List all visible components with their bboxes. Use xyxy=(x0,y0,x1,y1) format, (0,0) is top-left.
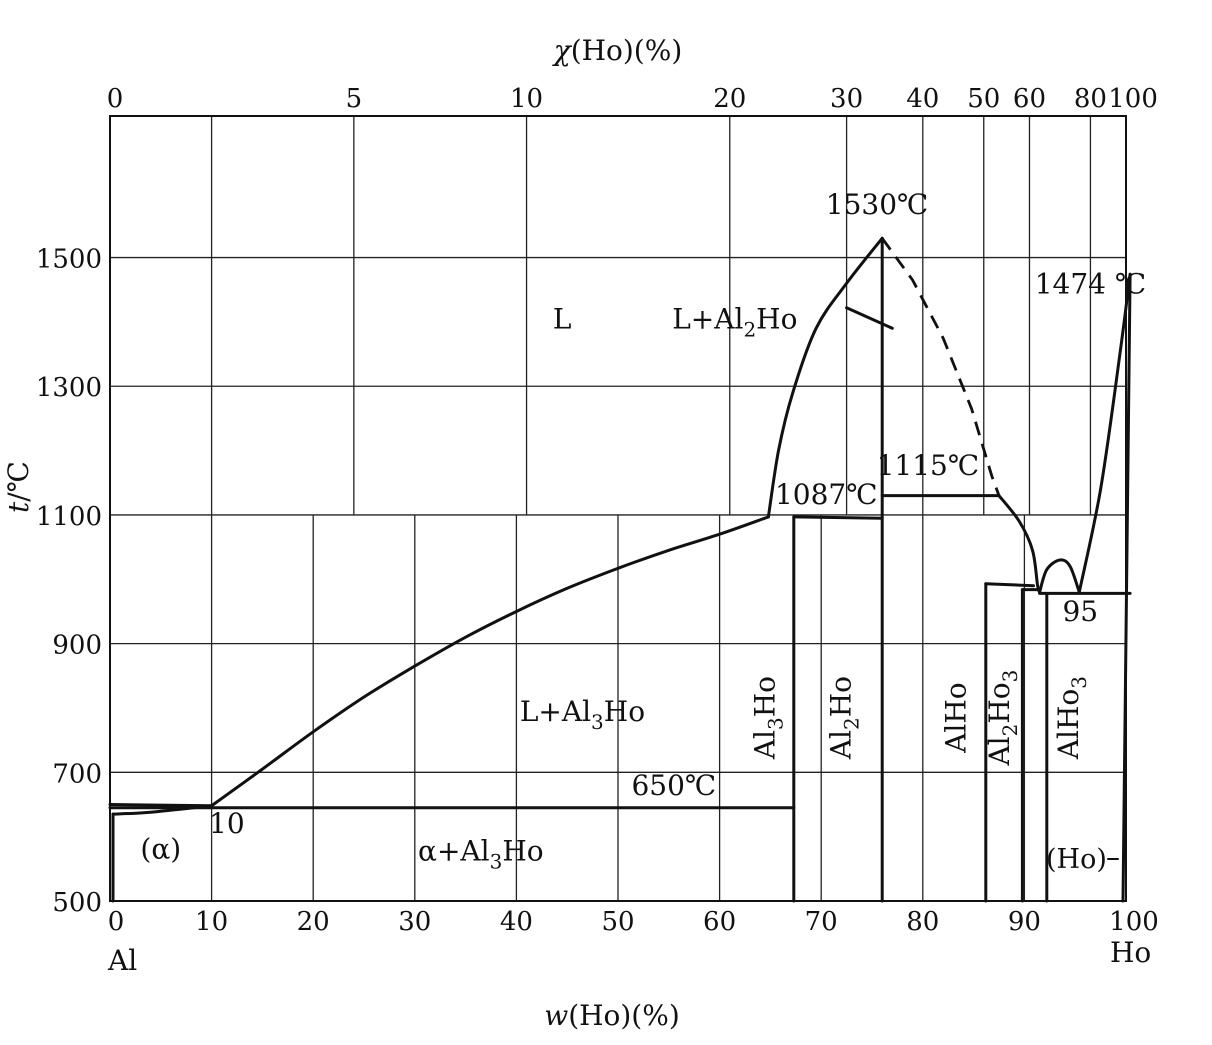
plot-frame xyxy=(109,115,1127,902)
top-tick-label: 20 xyxy=(713,84,746,114)
x-tick-label: 80 xyxy=(906,907,939,937)
annotation-label: 650℃ xyxy=(631,769,716,802)
phase-region-label: L+Al3Ho xyxy=(520,695,645,734)
compound-label: AlHo xyxy=(940,682,973,753)
top-tick-label: 100 xyxy=(1108,84,1158,114)
x-tick-label: 90 xyxy=(1008,907,1041,937)
top-tick-label: 50 xyxy=(967,84,1000,114)
top-axis-title: χ(Ho)(%) xyxy=(552,34,683,67)
compound-label: Al2Ho xyxy=(825,676,864,760)
ho-solid-solution-label: (Ho) xyxy=(1046,844,1107,875)
y-tick-label: 700 xyxy=(52,759,102,789)
x-tick-label: 40 xyxy=(500,907,533,937)
x-tick-label: 30 xyxy=(398,907,431,937)
y-tick-label: 500 xyxy=(52,888,102,918)
annotation-label: (α) xyxy=(140,833,181,866)
phase-boundary xyxy=(792,515,884,520)
right-element-label: Ho xyxy=(1110,936,1151,969)
top-tick-label: 40 xyxy=(906,84,939,114)
grid-lines xyxy=(110,116,1126,901)
compound-label: Al2Ho3 xyxy=(983,670,1022,767)
phase-region-label: α+Al3Ho xyxy=(418,834,544,873)
compound-label: AlHo3 xyxy=(1052,676,1091,760)
phase-boundary xyxy=(845,306,894,330)
y-tick-label: 1500 xyxy=(36,245,102,275)
phase-boundary xyxy=(1038,558,1081,594)
y-tick-label: 1100 xyxy=(36,502,102,532)
annotation-label: 95 xyxy=(1062,595,1098,628)
top-tick-label: 10 xyxy=(510,84,543,114)
top-tick-label: 0 xyxy=(107,84,124,114)
x-tick-label: 50 xyxy=(601,907,634,937)
bottom-axis-title: w(Ho)(%) xyxy=(544,999,680,1032)
annotation-label: 1087℃ xyxy=(775,478,878,511)
annotation-label: 1474 ℃ xyxy=(1035,268,1146,301)
y-axis-title: t/℃ xyxy=(2,461,35,513)
top-tick-label: 80 xyxy=(1074,84,1107,114)
annotation-label: 10 xyxy=(209,807,245,840)
x-tick-label: 100 xyxy=(1109,907,1159,937)
annotation-label: L xyxy=(553,302,572,335)
phase-boundary xyxy=(210,515,770,808)
annotation-label: 1530℃ xyxy=(826,188,929,221)
phase-boundary xyxy=(984,582,1035,588)
y-tick-label: 900 xyxy=(52,631,102,661)
y-tick-label: 1300 xyxy=(36,373,102,403)
top-tick-label: 5 xyxy=(346,84,363,114)
x-tick-label: 70 xyxy=(805,907,838,937)
x-tick-label: 60 xyxy=(703,907,736,937)
phase-boundaries xyxy=(108,236,1132,903)
top-tick-label: 60 xyxy=(1013,84,1046,114)
phase-region-label: L+Al2Ho xyxy=(672,302,797,341)
x-tick-label: 20 xyxy=(297,907,330,937)
phase-boundary xyxy=(766,236,884,519)
annotation-label: 1115℃ xyxy=(877,449,980,482)
x-tick-label: 10 xyxy=(195,907,228,937)
compound-label: Al3Ho xyxy=(749,676,788,760)
top-tick-label: 30 xyxy=(830,84,863,114)
left-element-label: Al xyxy=(107,944,137,977)
phase-boundary xyxy=(108,803,214,808)
x-tick-label: 0 xyxy=(108,907,125,937)
